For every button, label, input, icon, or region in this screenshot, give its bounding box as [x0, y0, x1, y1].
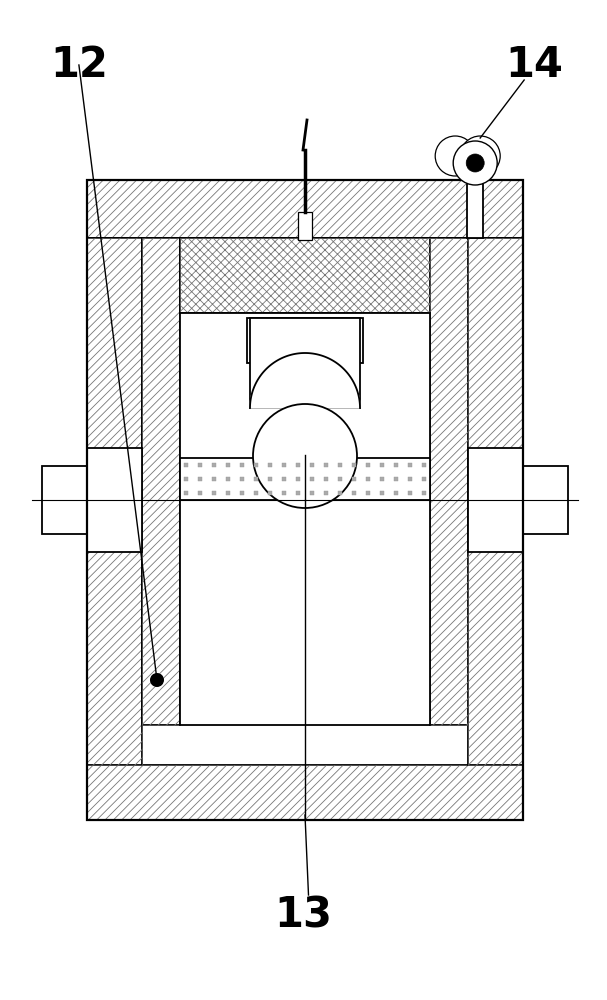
Circle shape [460, 136, 500, 176]
Bar [298, 212, 312, 240]
Bar [87, 238, 142, 765]
Bar [247, 318, 363, 363]
Bar [180, 313, 430, 725]
Bar [180, 458, 430, 500]
Bar [87, 180, 523, 238]
Circle shape [150, 673, 164, 687]
Bar [468, 238, 523, 765]
Bar [42, 466, 87, 534]
Bar [180, 238, 430, 313]
Circle shape [435, 136, 475, 176]
Bar [467, 180, 483, 238]
Bar [430, 238, 468, 725]
Circle shape [253, 404, 357, 508]
Text: 12: 12 [50, 44, 108, 86]
Text: 14: 14 [505, 44, 563, 86]
Text: 13: 13 [274, 894, 333, 936]
Bar [142, 238, 180, 725]
Circle shape [466, 154, 484, 172]
Bar [468, 448, 523, 552]
Bar [142, 238, 180, 725]
Bar [87, 180, 523, 238]
Bar [430, 238, 468, 725]
Bar [87, 180, 523, 820]
Polygon shape [250, 353, 360, 408]
Bar [468, 238, 523, 765]
Bar [87, 765, 523, 820]
Bar [87, 765, 523, 820]
Circle shape [453, 141, 497, 185]
Bar [180, 238, 430, 313]
Bar [523, 466, 568, 534]
Bar [250, 318, 360, 408]
Bar [87, 238, 142, 765]
Bar [87, 448, 142, 552]
